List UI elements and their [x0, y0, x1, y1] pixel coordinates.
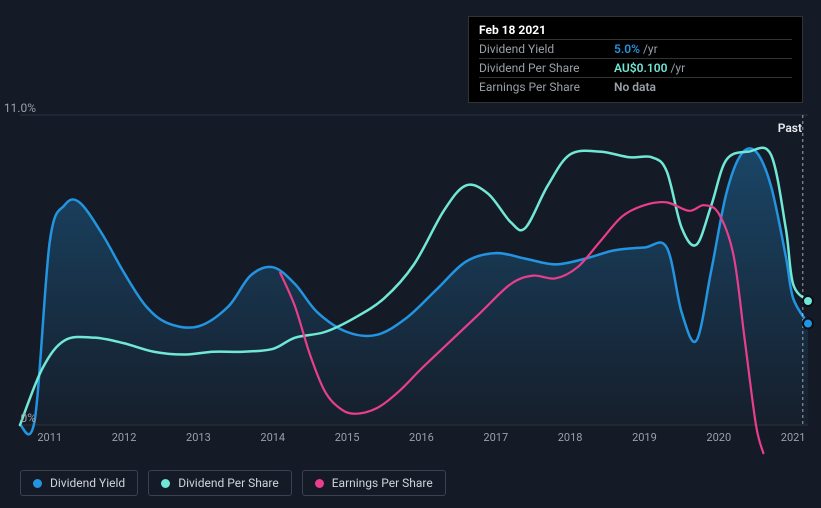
tooltip-label: Dividend Yield — [479, 42, 614, 56]
y-axis-label: 11.0% — [4, 101, 36, 115]
legend-label: Dividend Per Share — [178, 476, 279, 490]
x-axis-label: 2014 — [260, 431, 285, 444]
x-axis-label: 2017 — [483, 431, 508, 444]
tooltip-unit: /yr — [643, 42, 658, 56]
tooltip-unit: /yr — [670, 61, 685, 75]
x-axis-label: 2018 — [558, 431, 583, 444]
chart-canvas — [20, 100, 808, 425]
tooltip-row: Dividend Yield5.0%/yr — [479, 39, 792, 58]
tooltip-row: Earnings Per ShareNo data — [479, 77, 792, 96]
y-axis-label: 0% — [20, 411, 36, 425]
past-label: Past — [778, 121, 802, 135]
tooltip-date: Feb 18 2021 — [479, 23, 792, 39]
tooltip-value: AU$0.100 — [614, 61, 667, 75]
x-axis-label: 2013 — [186, 431, 211, 444]
dividend-chart: Past 2011 2012 2013 2014 2015 2016 2017 2018 201… — [20, 100, 808, 460]
tooltip-label: Earnings Per Share — [479, 80, 614, 94]
x-axis-label: 2011 — [37, 431, 62, 444]
tooltip-label: Dividend Per Share — [479, 61, 614, 75]
tooltip-value: 5.0% — [614, 42, 640, 56]
x-axis-label: 2015 — [335, 431, 360, 444]
chart-tooltip: Feb 18 2021 Dividend Yield5.0%/yrDividen… — [468, 16, 803, 103]
legend-label: Earnings Per Share — [332, 476, 433, 490]
legend-label: Dividend Yield — [50, 476, 125, 490]
x-axis-label: 2012 — [112, 431, 137, 444]
legend-swatch — [315, 479, 324, 488]
legend-swatch — [33, 479, 42, 488]
legend-item[interactable]: Dividend Per Share — [148, 470, 292, 496]
x-axis-label: 2020 — [706, 431, 731, 444]
legend-item[interactable]: Earnings Per Share — [302, 470, 446, 496]
tooltip-value: No data — [614, 80, 656, 94]
x-axis-label: 2021 — [781, 431, 806, 444]
tooltip-row: Dividend Per ShareAU$0.100/yr — [479, 58, 792, 77]
chart-legend: Dividend Yield Dividend Per Share Earnings… — [20, 470, 446, 496]
x-axis-label: 2019 — [632, 431, 657, 444]
x-axis-label: 2016 — [409, 431, 434, 444]
legend-swatch — [161, 479, 170, 488]
legend-item[interactable]: Dividend Yield — [20, 470, 138, 496]
